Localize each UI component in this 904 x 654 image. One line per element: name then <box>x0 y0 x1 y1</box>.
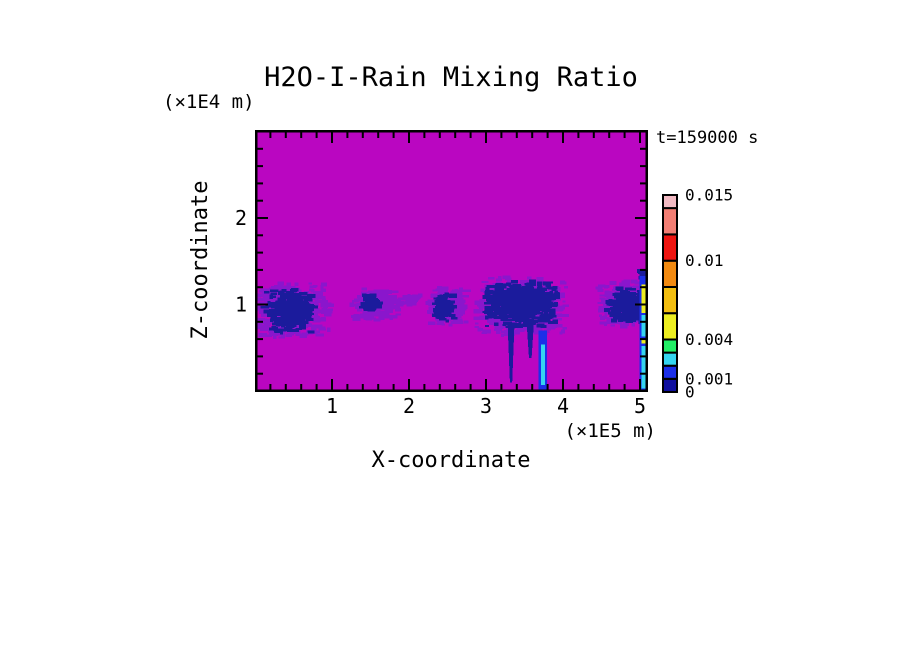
colorbar-segment <box>662 259 678 289</box>
plot-frame <box>255 130 648 392</box>
x-tick-label: 2 <box>403 394 415 418</box>
colorbar-segment <box>662 207 678 236</box>
z-tick-labels: 12 <box>235 206 247 317</box>
x-axis-title: X-coordinate <box>372 448 531 473</box>
colorbar-tick-label: 0 <box>685 383 695 402</box>
colorbar-tick-label: 0.015 <box>685 186 733 205</box>
precip-shaft-yellow <box>641 284 646 314</box>
figure-title: H2O-I-Rain Mixing Ratio <box>264 62 638 93</box>
x-tick-label: 5 <box>634 394 646 418</box>
precip-shaft-dark <box>507 323 515 383</box>
colorbar-segment <box>662 351 678 367</box>
precip-shaft-cyan <box>641 314 646 337</box>
plot-area-background <box>255 130 648 392</box>
colorbar-segment <box>662 285 678 315</box>
x-tick-labels: 1 2 3 4 5 <box>326 394 646 418</box>
z-tick-label: 1 <box>235 293 247 317</box>
rain-cloud-light <box>400 293 423 307</box>
rain-cloud-dark <box>482 279 561 329</box>
precip-shaft-yellow <box>641 339 646 344</box>
x-tick-label: 4 <box>557 394 569 418</box>
x-tick-label: 1 <box>326 394 338 418</box>
x-axis-unit-label: (×1E5 m) <box>564 420 656 442</box>
precip-shaft-cyan <box>641 346 646 389</box>
colorbar-segment <box>662 194 678 210</box>
colorbar-tick-label: 0.004 <box>685 330 733 349</box>
precip-shaft-dark <box>526 319 535 359</box>
axis-ticks-layer <box>257 132 646 390</box>
rain-cloud-dark <box>432 292 458 323</box>
z-axis-unit-label: (×1E4 m) <box>163 91 255 113</box>
rain-field-layer <box>256 268 647 391</box>
colorbar-tick-label: 0.01 <box>685 251 724 270</box>
rain-cloud-dark <box>359 293 384 312</box>
precip-shaft-cyan <box>541 344 545 385</box>
time-label: t=159000 s <box>656 128 758 148</box>
colorbar-tick-label: 0.001 <box>685 369 733 388</box>
rain-cloud-dark <box>260 288 318 335</box>
z-axis-title: Z-coordinate <box>188 181 213 340</box>
colorbar-segment <box>662 312 678 341</box>
colorbar-segment <box>662 377 678 393</box>
z-tick-label: 2 <box>235 206 247 230</box>
colorbar-segment <box>662 233 678 262</box>
colorbar-segment <box>662 338 678 354</box>
x-tick-label: 3 <box>480 394 492 418</box>
colorbar <box>662 194 678 393</box>
colorbar-segment <box>662 364 678 380</box>
